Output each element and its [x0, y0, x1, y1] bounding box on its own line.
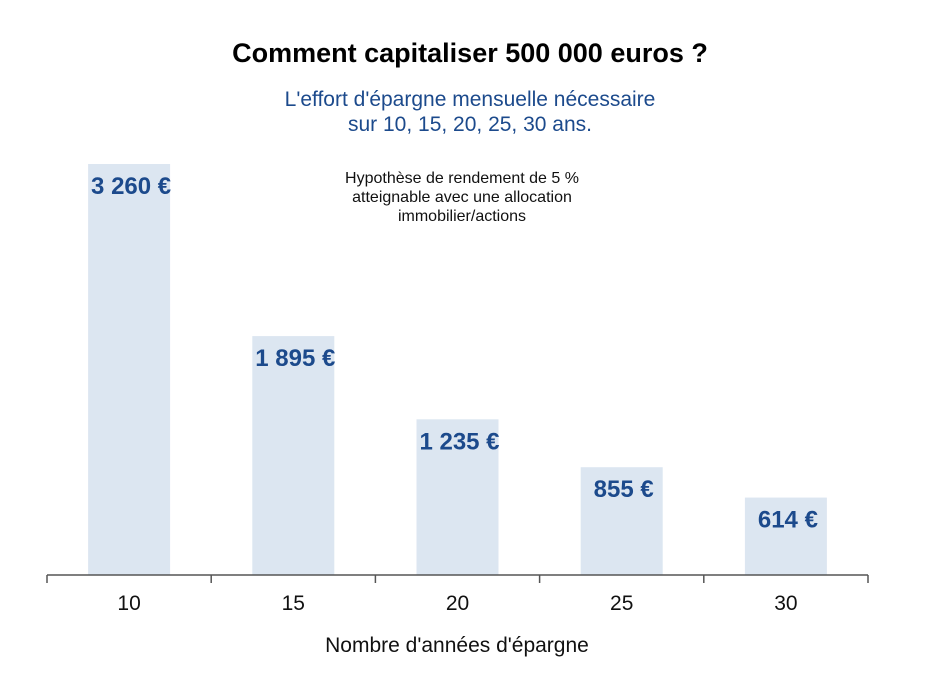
annotation-line-3: immobilier/actions [398, 208, 526, 225]
x-tick-label-25: 25 [610, 592, 633, 615]
data-label-15: 1 895 € [255, 345, 335, 372]
x-axis-label: Nombre d'années d'épargne [325, 634, 589, 657]
chart-title: Comment capitaliser 500 000 euros ? [232, 38, 708, 68]
bar-25 [580, 467, 663, 575]
annotation-line-2: atteignable avec une allocation [352, 189, 572, 206]
chart-subtitle-line-2: sur 10, 15, 20, 25, 30 ans. [348, 113, 592, 136]
data-label-25: 855 € [594, 476, 654, 503]
bars-group [88, 164, 827, 575]
data-labels-group: 3 260 € 1 895 € 1 235 € 855 € 614 € [91, 173, 818, 534]
bar-20 [416, 419, 499, 575]
x-tick-label-30: 30 [774, 592, 797, 615]
x-tick-label-10: 10 [117, 592, 140, 615]
bar-15 [252, 336, 335, 575]
data-label-10: 3 260 € [91, 173, 171, 200]
bar-30 [744, 497, 827, 575]
chart-subtitle-line-1: L'effort d'épargne mensuelle nécessaire [285, 88, 656, 111]
x-tick-label-20: 20 [446, 592, 469, 615]
annotation-line-1: Hypothèse de rendement de 5 % [345, 170, 579, 187]
bar-10 [88, 164, 171, 575]
x-ticks-group: 10 15 20 25 30 [46, 575, 869, 615]
x-tick-label-15: 15 [282, 592, 305, 615]
data-label-20: 1 235 € [419, 428, 499, 455]
data-label-30: 614 € [758, 507, 818, 534]
